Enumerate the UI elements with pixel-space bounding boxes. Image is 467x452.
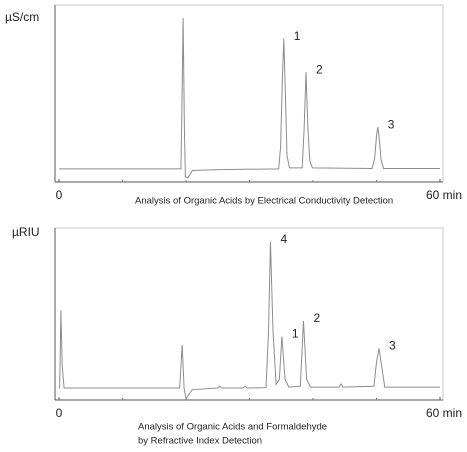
peak-label: 1	[292, 327, 299, 341]
caption: Analysis of Organic Acids and Formaldehy…	[138, 422, 327, 433]
plot-frame	[55, 227, 444, 400]
caption: by Refractive Index Detection	[138, 436, 262, 447]
x-tick-label: 0	[56, 188, 63, 202]
peak-label: 1	[294, 29, 301, 43]
trace	[59, 18, 440, 179]
y-axis-label: µRIU	[12, 225, 40, 239]
peak-label: 3	[388, 117, 395, 131]
x-tick-label: 0	[56, 406, 63, 420]
y-axis-label: µS/cm	[5, 10, 39, 24]
x-tick-label: 60 min	[426, 188, 462, 202]
peak-label: 4	[280, 232, 287, 246]
peak-label: 2	[316, 62, 323, 76]
x-tick-label: 60 min	[426, 406, 462, 420]
trace	[59, 241, 440, 401]
caption: Analysis of Organic Acids by Electrical …	[135, 196, 393, 207]
plot-frame	[55, 4, 444, 182]
peak-label: 2	[313, 311, 320, 325]
peak-label: 3	[389, 339, 396, 353]
